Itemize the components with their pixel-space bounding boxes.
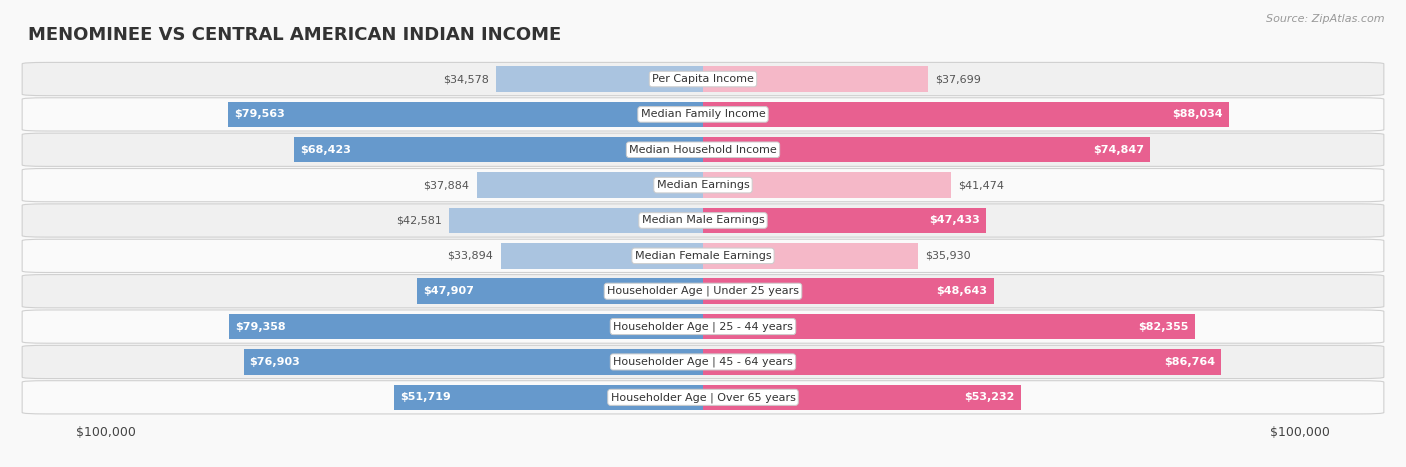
Text: $74,847: $74,847 [1092,145,1144,155]
Text: Householder Age | 45 - 64 years: Householder Age | 45 - 64 years [613,357,793,367]
Bar [703,349,1222,375]
Bar [394,385,703,410]
Text: Median Earnings: Median Earnings [657,180,749,190]
Bar [703,102,1229,127]
FancyBboxPatch shape [22,310,1384,343]
Bar [703,66,928,92]
Bar [501,243,703,269]
Bar [703,278,994,304]
Bar [703,314,1195,340]
FancyBboxPatch shape [22,204,1384,237]
Bar [243,349,703,375]
Text: Source: ZipAtlas.com: Source: ZipAtlas.com [1267,14,1385,24]
Text: Per Capita Income: Per Capita Income [652,74,754,84]
Text: MENOMINEE VS CENTRAL AMERICAN INDIAN INCOME: MENOMINEE VS CENTRAL AMERICAN INDIAN INC… [28,26,561,43]
Bar [703,137,1150,163]
Bar [228,102,703,127]
Text: $76,903: $76,903 [250,357,301,367]
Bar [477,172,703,198]
FancyBboxPatch shape [22,169,1384,202]
Bar [294,137,703,163]
FancyBboxPatch shape [22,98,1384,131]
Bar [449,208,703,233]
Text: $33,894: $33,894 [447,251,494,261]
FancyBboxPatch shape [22,275,1384,308]
Text: $42,581: $42,581 [395,215,441,226]
Bar [229,314,703,340]
Text: $37,884: $37,884 [423,180,470,190]
Text: $79,358: $79,358 [235,322,285,332]
Text: $82,355: $82,355 [1139,322,1189,332]
Bar [703,243,918,269]
Bar [703,208,986,233]
Text: $86,764: $86,764 [1164,357,1215,367]
Text: $53,232: $53,232 [965,392,1015,402]
Text: $37,699: $37,699 [935,74,981,84]
Text: Householder Age | Under 25 years: Householder Age | Under 25 years [607,286,799,297]
Text: $34,578: $34,578 [443,74,489,84]
Text: $35,930: $35,930 [925,251,970,261]
Bar [703,385,1021,410]
FancyBboxPatch shape [22,381,1384,414]
Text: $48,643: $48,643 [936,286,987,296]
Text: $47,433: $47,433 [929,215,980,226]
FancyBboxPatch shape [22,63,1384,96]
Text: Median Male Earnings: Median Male Earnings [641,215,765,226]
Text: Householder Age | Over 65 years: Householder Age | Over 65 years [610,392,796,403]
Text: Householder Age | 25 - 44 years: Householder Age | 25 - 44 years [613,321,793,332]
Text: $88,034: $88,034 [1173,109,1223,120]
Text: $79,563: $79,563 [233,109,284,120]
FancyBboxPatch shape [22,239,1384,272]
FancyBboxPatch shape [22,133,1384,166]
Text: $41,474: $41,474 [957,180,1004,190]
Bar [703,172,950,198]
Text: Median Female Earnings: Median Female Earnings [634,251,772,261]
FancyBboxPatch shape [22,345,1384,379]
Text: $47,907: $47,907 [423,286,474,296]
Bar [496,66,703,92]
Text: Median Family Income: Median Family Income [641,109,765,120]
Text: $68,423: $68,423 [301,145,352,155]
Text: $51,719: $51,719 [401,392,451,402]
Text: Median Household Income: Median Household Income [628,145,778,155]
Bar [418,278,703,304]
